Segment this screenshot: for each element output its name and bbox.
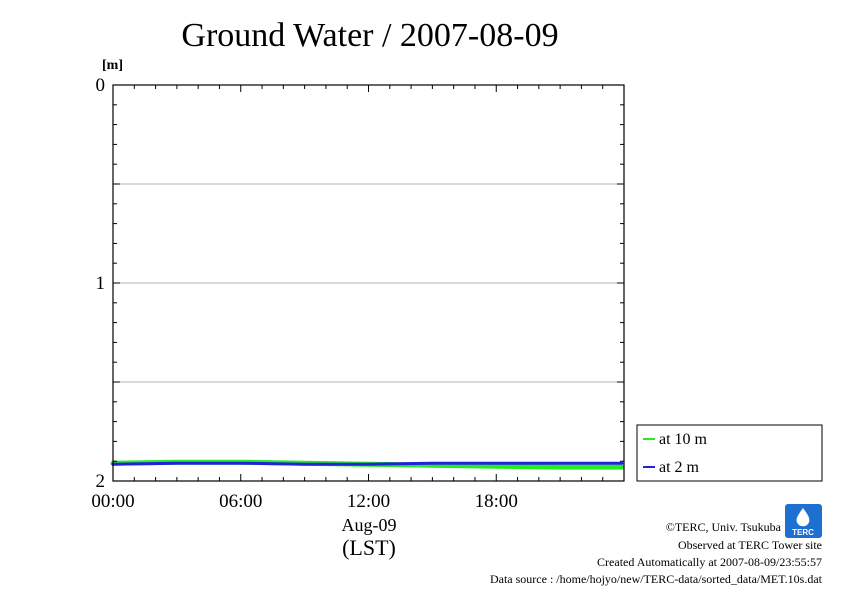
chart-title: Ground Water / 2007-08-09 bbox=[181, 17, 558, 54]
y-tick-label-2: 2 bbox=[96, 471, 106, 492]
x-axis-label: (LST) bbox=[342, 535, 396, 560]
y-tick-labels: 0 1 2 bbox=[96, 75, 106, 492]
y-axis-unit-label: [m] bbox=[102, 58, 123, 73]
x-tick-label-1: 06:00 bbox=[219, 491, 262, 512]
x-tick-label-2: 12:00 bbox=[347, 491, 390, 512]
terc-logo-text: TERC bbox=[792, 528, 814, 537]
x-tick-labels: 00:00 06:00 12:00 18:00 bbox=[91, 491, 518, 512]
observed-text: Observed at TERC Tower site bbox=[678, 538, 822, 552]
x-tick-label-0: 00:00 bbox=[91, 491, 134, 512]
copyright-text: ©TERC, Univ. Tsukuba bbox=[666, 520, 782, 534]
terc-logo: TERC bbox=[785, 504, 822, 538]
legend-label-2m: at 2 m bbox=[659, 459, 700, 476]
data-source-text: Data source : /home/hojyo/new/TERC-data/… bbox=[490, 572, 823, 586]
legend: at 10 m at 2 m bbox=[636, 424, 823, 482]
gridlines bbox=[113, 183, 624, 383]
x-axis-date-label: Aug-09 bbox=[342, 515, 397, 535]
y-tick-label-0: 0 bbox=[96, 75, 106, 96]
series-line-1 bbox=[111, 461, 624, 466]
created-text: Created Automatically at 2007-08-09/23:5… bbox=[597, 555, 822, 569]
water-drop-icon bbox=[796, 508, 810, 527]
axis-ticks bbox=[112, 84, 625, 482]
series-layer bbox=[110, 459, 625, 470]
y-tick-label-1: 1 bbox=[96, 273, 106, 294]
legend-box bbox=[636, 424, 823, 482]
x-tick-label-3: 18:00 bbox=[475, 491, 518, 512]
legend-label-10m: at 10 m bbox=[659, 431, 708, 448]
